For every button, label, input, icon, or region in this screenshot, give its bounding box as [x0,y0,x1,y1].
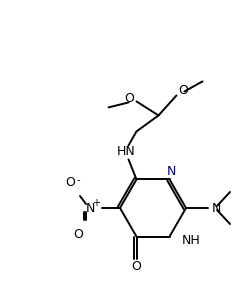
Text: O: O [65,177,75,190]
Text: N: N [85,202,95,215]
Text: O: O [124,92,134,105]
Text: N: N [212,202,221,215]
Text: +: + [92,198,100,208]
Text: NH: NH [182,234,200,247]
Text: O: O [132,260,141,273]
Text: HN: HN [117,145,136,158]
Text: O: O [73,228,83,240]
Text: O: O [179,84,188,97]
Text: N: N [167,165,176,178]
Text: -: - [76,175,80,185]
